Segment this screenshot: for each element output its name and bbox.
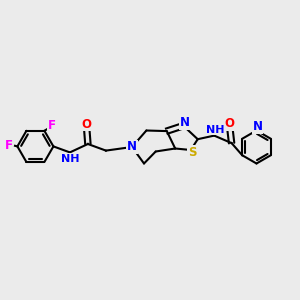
Text: NH: NH [206, 124, 225, 135]
Text: N: N [252, 120, 262, 134]
Text: O: O [82, 118, 92, 131]
Text: S: S [188, 146, 196, 159]
Text: O: O [225, 117, 235, 130]
Text: NH: NH [61, 154, 79, 164]
Text: F: F [4, 139, 12, 152]
Text: N: N [127, 140, 137, 154]
Text: N: N [180, 116, 190, 129]
Text: F: F [48, 119, 56, 132]
